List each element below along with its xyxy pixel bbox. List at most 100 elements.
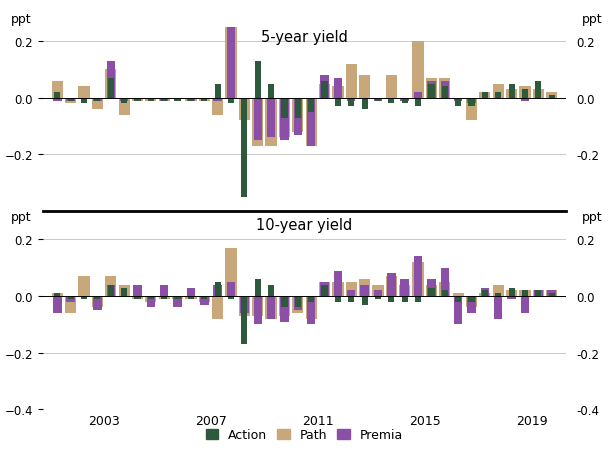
Bar bbox=[108, 79, 114, 98]
Bar bbox=[534, 291, 543, 296]
Bar bbox=[214, 282, 220, 296]
Bar bbox=[161, 296, 167, 299]
Bar bbox=[267, 98, 275, 138]
Bar bbox=[92, 296, 103, 308]
Bar bbox=[175, 296, 181, 299]
Bar bbox=[374, 98, 382, 101]
Bar bbox=[145, 296, 157, 302]
Bar bbox=[92, 98, 103, 110]
Bar bbox=[401, 98, 408, 104]
Bar bbox=[440, 81, 449, 98]
Bar bbox=[135, 98, 141, 101]
Bar bbox=[307, 296, 315, 325]
Bar bbox=[533, 291, 544, 296]
Bar bbox=[227, 28, 235, 98]
Bar bbox=[482, 291, 488, 296]
Bar bbox=[308, 98, 314, 113]
Bar bbox=[187, 288, 195, 296]
Bar bbox=[466, 98, 477, 121]
Bar bbox=[52, 81, 63, 98]
Bar bbox=[158, 98, 170, 101]
Text: 5-year yield: 5-year yield bbox=[261, 30, 348, 45]
Bar bbox=[428, 288, 434, 296]
Bar bbox=[172, 296, 183, 299]
Bar bbox=[239, 98, 250, 121]
Bar bbox=[322, 285, 328, 296]
Bar bbox=[148, 296, 154, 299]
Bar bbox=[266, 98, 276, 147]
Bar bbox=[253, 296, 262, 325]
Bar bbox=[494, 296, 502, 319]
Bar bbox=[333, 87, 343, 98]
Bar bbox=[374, 291, 382, 296]
Bar bbox=[52, 293, 63, 296]
Bar bbox=[428, 84, 434, 98]
Bar bbox=[440, 268, 449, 296]
Bar bbox=[308, 296, 314, 302]
Bar bbox=[361, 285, 369, 296]
Bar bbox=[54, 293, 60, 296]
Bar bbox=[334, 271, 342, 296]
Legend: Action, Path, Premia: Action, Path, Premia bbox=[201, 424, 408, 446]
Bar bbox=[509, 84, 515, 98]
Bar bbox=[281, 296, 287, 308]
Bar bbox=[375, 98, 381, 101]
Bar bbox=[281, 98, 287, 118]
Bar bbox=[439, 282, 451, 296]
Bar bbox=[214, 84, 220, 98]
Bar bbox=[145, 98, 157, 101]
Bar bbox=[362, 296, 368, 305]
Bar bbox=[93, 296, 102, 310]
Bar bbox=[479, 293, 490, 296]
Bar bbox=[105, 70, 116, 98]
Bar bbox=[161, 98, 167, 101]
Bar bbox=[107, 62, 115, 98]
Bar bbox=[94, 296, 100, 299]
Bar bbox=[199, 98, 210, 101]
Bar bbox=[188, 296, 194, 299]
Bar bbox=[79, 87, 90, 98]
Bar bbox=[466, 296, 477, 308]
Bar bbox=[347, 98, 356, 101]
Bar bbox=[375, 296, 381, 299]
Bar bbox=[306, 98, 317, 147]
Bar bbox=[212, 98, 224, 116]
Bar bbox=[225, 248, 237, 296]
Bar bbox=[389, 296, 395, 302]
Bar bbox=[549, 293, 555, 296]
Bar bbox=[79, 277, 90, 296]
Bar bbox=[362, 98, 368, 110]
Bar bbox=[54, 93, 60, 98]
Bar bbox=[509, 288, 515, 296]
Bar bbox=[319, 84, 330, 98]
Bar bbox=[239, 296, 250, 316]
Bar bbox=[135, 296, 141, 299]
Bar bbox=[66, 98, 75, 101]
Bar bbox=[185, 296, 197, 299]
Bar bbox=[546, 93, 557, 98]
Bar bbox=[334, 79, 342, 98]
Bar bbox=[295, 98, 301, 118]
Bar bbox=[294, 98, 302, 135]
Bar bbox=[359, 76, 370, 98]
Bar bbox=[148, 98, 154, 101]
Bar bbox=[428, 279, 435, 296]
Bar bbox=[401, 296, 408, 302]
Bar bbox=[279, 98, 290, 138]
Bar bbox=[185, 98, 197, 101]
Bar bbox=[212, 296, 224, 319]
Bar bbox=[66, 296, 75, 302]
Bar bbox=[319, 282, 330, 296]
Bar bbox=[266, 296, 276, 319]
Bar bbox=[495, 293, 501, 296]
Y-axis label: ppt: ppt bbox=[12, 13, 32, 26]
Bar bbox=[322, 81, 328, 98]
Bar bbox=[372, 285, 384, 296]
Bar bbox=[535, 81, 541, 98]
Bar bbox=[147, 296, 155, 308]
Bar bbox=[121, 98, 127, 104]
Bar bbox=[252, 296, 263, 316]
Bar bbox=[255, 279, 261, 296]
Bar bbox=[348, 98, 354, 107]
Bar bbox=[199, 296, 210, 302]
